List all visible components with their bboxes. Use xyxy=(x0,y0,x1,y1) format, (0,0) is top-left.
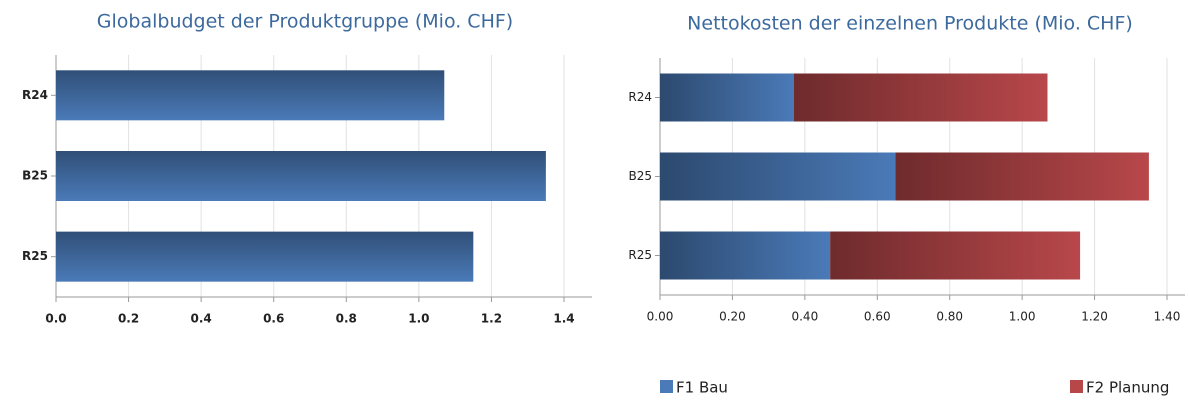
x-tick-label: 1.40 xyxy=(1154,310,1181,324)
x-tick-label: 0.20 xyxy=(719,310,746,324)
x-tick-label: 0.40 xyxy=(791,310,818,324)
y-tick-label: B25 xyxy=(22,169,48,183)
bar-shade xyxy=(56,151,546,201)
bar-shade xyxy=(830,231,1081,280)
bar-shade xyxy=(660,152,896,201)
chart-title: Nettokosten der einzelnen Produkte (Mio.… xyxy=(687,13,1133,35)
x-tick-label: 0.80 xyxy=(936,310,963,324)
x-tick-label: 0.4 xyxy=(191,312,212,326)
y-tick-label: B25 xyxy=(628,169,652,183)
x-tick-label: 1.4 xyxy=(553,312,574,326)
x-tick-label: 0.00 xyxy=(647,310,674,324)
legend-label: F1 Bau xyxy=(676,379,728,397)
legend-swatch xyxy=(660,380,673,393)
bar-shade xyxy=(895,152,1149,201)
bar-shade xyxy=(793,73,1048,122)
bar-shade xyxy=(660,73,794,122)
y-tick-label: R25 xyxy=(22,249,48,263)
y-tick-label: R24 xyxy=(22,88,48,102)
chart-title: Globalbudget der Produktgruppe (Mio. CHF… xyxy=(97,11,513,33)
x-tick-label: 1.00 xyxy=(1009,310,1036,324)
x-tick-label: 1.20 xyxy=(1081,310,1108,324)
bar-shade xyxy=(56,70,445,121)
y-tick-label: R24 xyxy=(628,90,652,104)
x-tick-label: 0.0 xyxy=(45,312,66,326)
legend-swatch xyxy=(1070,380,1083,393)
bar-shade xyxy=(660,231,831,280)
x-tick-label: 0.2 xyxy=(118,312,139,326)
x-tick-label: 1.0 xyxy=(408,312,429,326)
y-tick-label: R25 xyxy=(628,248,652,262)
x-tick-label: 1.2 xyxy=(481,312,502,326)
bar-shade xyxy=(56,231,474,282)
x-tick-label: 0.6 xyxy=(263,312,284,326)
x-tick-label: 0.60 xyxy=(864,310,891,324)
x-tick-label: 0.8 xyxy=(336,312,357,326)
legend-label: F2 Planung xyxy=(1086,379,1169,397)
